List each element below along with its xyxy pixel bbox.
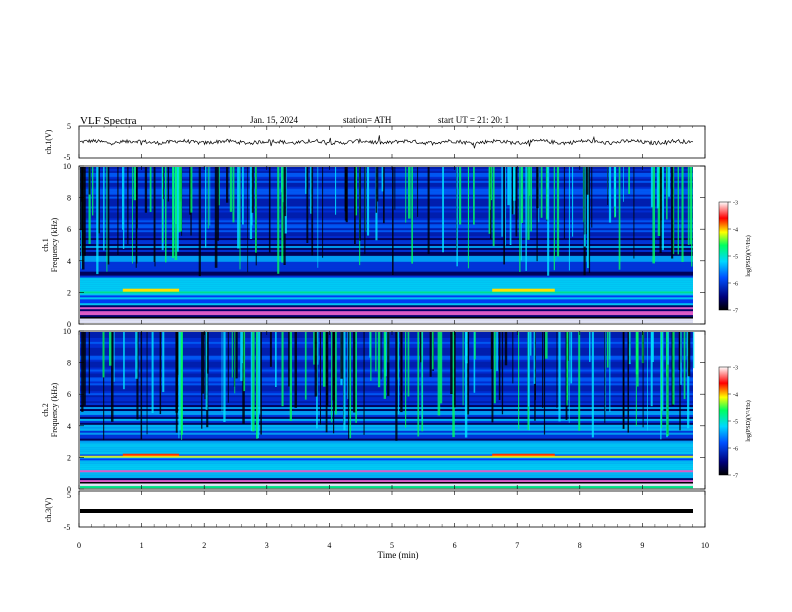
ch3-waveform-panel: 5 -5 ch.3(V) <box>44 490 706 532</box>
ch1-colorbar-tick-4: -7 <box>733 309 738 315</box>
ch2-colorbar: -3 -4 -5 -6 -7 log(PSD)(V²/Hz) <box>718 366 752 480</box>
ch1-spec-ytick-10: 10 <box>63 162 71 171</box>
start-time-label: start UT = 21: 20: 1 <box>438 115 509 125</box>
ch1-spectrogram-panel: 0 2 4 6 8 10 ch.1 Frequency (kHz) <box>41 162 706 329</box>
ch1-spec-ytick-6: 6 <box>67 225 71 234</box>
ch1-ytick-top: 5 <box>67 122 71 131</box>
ch1-colorbar: -3 -4 -5 -6 -7 log(PSD)(V²/Hz) <box>718 201 752 315</box>
ch1-colorbar-tick-0: -3 <box>733 201 738 207</box>
ch1-spec-ytick-0: 0 <box>67 320 71 329</box>
ch1-colorbar-tick-1: -4 <box>733 228 738 234</box>
ch1-spec-ytick-4: 4 <box>67 257 71 266</box>
ch2-colorbar-tick-2: -5 <box>733 420 738 426</box>
time-axis-tick-0: 0 <box>77 541 81 550</box>
ch1-spectrogram-image <box>80 167 693 324</box>
time-axis-tick-8: 8 <box>578 541 582 550</box>
time-axis-tick-3: 3 <box>265 541 269 550</box>
ch2-colorbar-tick-3: -6 <box>733 447 738 453</box>
ch1-spec-ytick-8: 8 <box>67 194 71 203</box>
ch2-spectrogram-panel: 0 2 4 6 8 10 ch.2 Frequency (kHz) <box>41 327 706 494</box>
ch2-colorbar-tick-0: -3 <box>733 366 738 372</box>
ch1-colorbar-label: log(PSD)(V²/Hz) <box>745 235 752 276</box>
ch2-spectrogram-image <box>80 332 695 489</box>
ch2-colorbar-label: log(PSD)(V²/Hz) <box>745 400 752 441</box>
ch2-spec-ylabel-freq: Frequency (kHz) <box>50 382 59 437</box>
time-axis-tick-1: 1 <box>140 541 144 550</box>
ch3-ytick-top: 5 <box>67 491 71 500</box>
ch3-ytick-bottom: -5 <box>64 523 71 532</box>
ch1-spec-ytick-2: 2 <box>67 288 71 297</box>
ch1-ylabel: ch.1(V) <box>44 129 53 154</box>
time-axis-tick-7: 7 <box>515 541 519 550</box>
ch1-ytick-bottom: -5 <box>64 153 71 162</box>
ch2-spec-ylabel-channel: ch.2 <box>41 403 50 417</box>
time-axis-tick-10: 10 <box>701 541 709 550</box>
ch2-spec-ytick-4: 4 <box>67 422 71 431</box>
ch3-ylabel: ch.3(V) <box>44 497 53 522</box>
time-axis-tick-9: 9 <box>640 541 644 550</box>
ch2-spec-ytick-8: 8 <box>67 359 71 368</box>
ch2-spec-ytick-6: 6 <box>67 390 71 399</box>
ch1-colorbar-tick-3: -6 <box>733 282 738 288</box>
time-axis-tick-4: 4 <box>327 541 331 550</box>
station-label: station= ATH <box>343 115 392 125</box>
time-axis-tick-6: 6 <box>453 541 457 550</box>
time-axis-tick-2: 2 <box>202 541 206 550</box>
ch2-spec-ytick-2: 2 <box>67 453 71 462</box>
time-axis-label: Time (min) <box>378 550 419 560</box>
date-label: Jan. 15, 2024 <box>250 115 298 125</box>
ch1-spec-ylabel-freq: Frequency (kHz) <box>50 217 59 272</box>
ch1-colorbar-tick-2: -5 <box>733 255 738 261</box>
ch3-trace <box>80 509 693 513</box>
ch2-colorbar-tick-1: -4 <box>733 393 738 399</box>
ch2-spec-ytick-10: 10 <box>63 327 71 336</box>
ch1-trace <box>80 135 694 149</box>
ch1-spec-ylabel-channel: ch.1 <box>41 238 50 252</box>
ch1-waveform-panel: 5 -5 ch.1(V) <box>44 122 706 162</box>
time-axis-tick-5: 5 <box>390 541 394 550</box>
time-axis: 0 1 2 3 4 5 6 7 8 9 10 <box>77 126 709 550</box>
ch2-colorbar-tick-4: -7 <box>733 474 738 480</box>
ch2-spec-ytick-0: 0 <box>67 485 71 494</box>
figure-title: VLF Spectra <box>80 115 137 127</box>
